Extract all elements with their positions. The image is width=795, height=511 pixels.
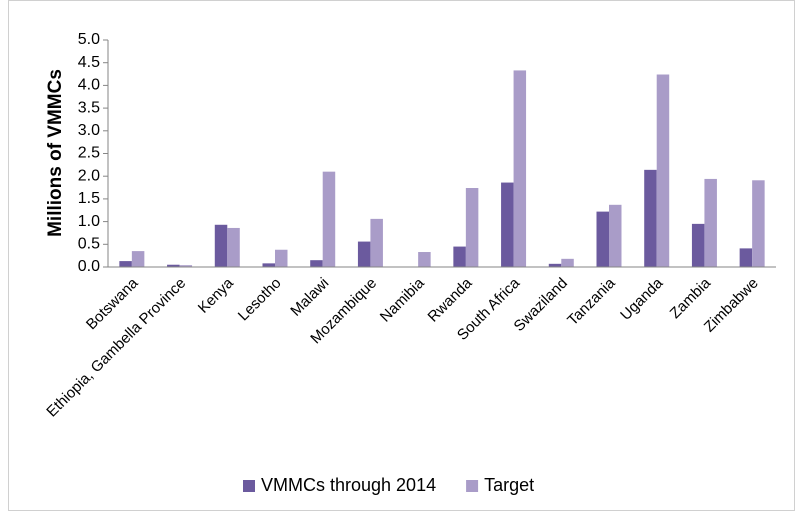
- bar: [357, 241, 371, 267]
- bar: [453, 246, 466, 267]
- y-tick-label: 0.5: [78, 236, 100, 253]
- bar: [609, 204, 622, 267]
- chart-frame: [8, 0, 795, 511]
- bar: [465, 188, 479, 267]
- y-tick-label: 4.0: [78, 77, 100, 94]
- bar: [119, 261, 132, 267]
- bar: [691, 223, 705, 267]
- y-tick-label: 3.5: [78, 99, 100, 116]
- bar: [370, 218, 383, 267]
- y-tick-label: 5.0: [78, 31, 100, 48]
- y-tick-label: 1.5: [78, 190, 100, 207]
- bar: [310, 260, 323, 267]
- bar: [179, 265, 193, 267]
- bar: [656, 74, 670, 267]
- legend-label: Target: [484, 475, 534, 495]
- bar: [704, 178, 717, 267]
- y-tick-label: 3.0: [78, 122, 100, 139]
- legend-swatch: [466, 480, 479, 492]
- bar: [513, 70, 527, 267]
- bar: [501, 182, 514, 267]
- bar: [275, 249, 288, 267]
- legend-swatch: [243, 480, 255, 492]
- bar: [214, 224, 228, 267]
- y-axis-title: Millions of VMMCs: [45, 69, 66, 237]
- y-tick-label: 0.0: [78, 258, 100, 275]
- bar: [227, 227, 240, 267]
- y-tick-label: 2.5: [78, 145, 100, 162]
- legend-label: VMMCs through 2014: [261, 475, 436, 495]
- bar: [418, 252, 431, 267]
- bar: [131, 251, 145, 267]
- bar: [644, 169, 657, 267]
- y-tick-label: 4.5: [78, 54, 100, 71]
- bar: [167, 264, 180, 267]
- y-tick-label: 1.0: [78, 213, 100, 230]
- bar: [561, 258, 574, 267]
- bar: [548, 263, 562, 267]
- bar: [739, 248, 753, 267]
- bar: [322, 171, 336, 267]
- bar: [596, 211, 609, 267]
- y-tick-label: 2.0: [78, 167, 100, 184]
- bar: [262, 263, 275, 267]
- bar: [752, 180, 765, 267]
